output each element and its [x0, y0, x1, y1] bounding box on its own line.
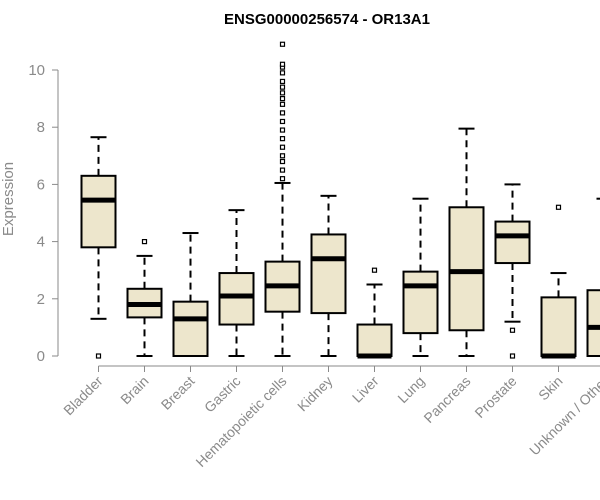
box-breast	[172, 232, 209, 358]
x-tick-label: Prostate	[471, 373, 519, 421]
y-tick-label: 2	[37, 291, 45, 308]
box-iqr	[402, 270, 439, 335]
y-tick-label: 4	[37, 234, 45, 251]
box-iqr	[218, 272, 255, 326]
box-hematopoietic-cells	[264, 41, 301, 357]
box-kidney	[310, 194, 347, 357]
chart-title: ENSG00000256574 - OR13A1	[224, 11, 430, 28]
y-axis-label: Expression	[0, 162, 17, 236]
outlier-point	[279, 101, 286, 107]
outlier-point	[279, 78, 286, 85]
box-pancreas	[448, 127, 485, 357]
box-lung	[402, 197, 439, 357]
y-tick-label: 0	[37, 348, 45, 365]
x-tick-label: Hematopoietic cells	[192, 373, 289, 470]
plot-area	[80, 41, 600, 359]
outlier-point	[279, 127, 286, 133]
outlier-point	[279, 70, 286, 76]
box-iqr	[310, 233, 347, 315]
box-iqr	[448, 206, 485, 332]
box-iqr	[80, 174, 117, 249]
x-tick-label: Breast	[158, 373, 198, 413]
outlier-point	[279, 144, 286, 150]
outlier-point	[279, 110, 286, 116]
outlier-point	[279, 84, 286, 90]
outlier-point	[371, 267, 378, 273]
x-tick-label: Pancreas	[420, 373, 473, 426]
box-iqr	[586, 289, 600, 357]
outlier-point	[279, 136, 286, 142]
outlier-point	[279, 167, 286, 173]
outlier-point	[279, 176, 286, 182]
box-prostate	[494, 183, 531, 359]
x-tick-label: Lung	[394, 373, 427, 406]
y-tick-label: 8	[37, 119, 45, 136]
outlier-point	[279, 90, 286, 96]
box-iqr	[172, 300, 209, 358]
outlier-point	[141, 239, 148, 245]
outlier-point	[95, 353, 102, 359]
outlier-point	[279, 41, 286, 47]
box-bladder	[80, 136, 117, 359]
x-tick-label: Kidney	[294, 373, 336, 415]
y-tick-label: 6	[37, 176, 45, 193]
outlier-point	[279, 158, 286, 165]
outlier-point	[509, 327, 516, 333]
y-axis: 0 2 4 6 8 10	[28, 62, 59, 365]
box-iqr	[494, 220, 531, 265]
box-skin	[540, 204, 577, 359]
y-tick-label: 10	[28, 62, 45, 79]
outlier-point	[279, 153, 286, 159]
outlier-point	[279, 118, 286, 125]
x-tick-label: Gastric	[201, 373, 244, 416]
box-brain	[126, 239, 163, 357]
box-liver	[356, 267, 393, 359]
outlier-point	[555, 204, 562, 210]
box-unknown-other	[586, 197, 600, 357]
box-gastric	[218, 209, 255, 357]
box-iqr	[540, 296, 577, 357]
x-tick-label: Liver	[349, 373, 382, 406]
x-tick-label: Brain	[117, 373, 151, 407]
x-tick-label: Skin	[535, 373, 566, 404]
outlier-point	[509, 353, 516, 359]
outlier-point	[279, 95, 286, 102]
outlier-point	[279, 61, 286, 67]
box-iqr	[356, 323, 393, 358]
x-tick-label: Bladder	[60, 373, 106, 419]
